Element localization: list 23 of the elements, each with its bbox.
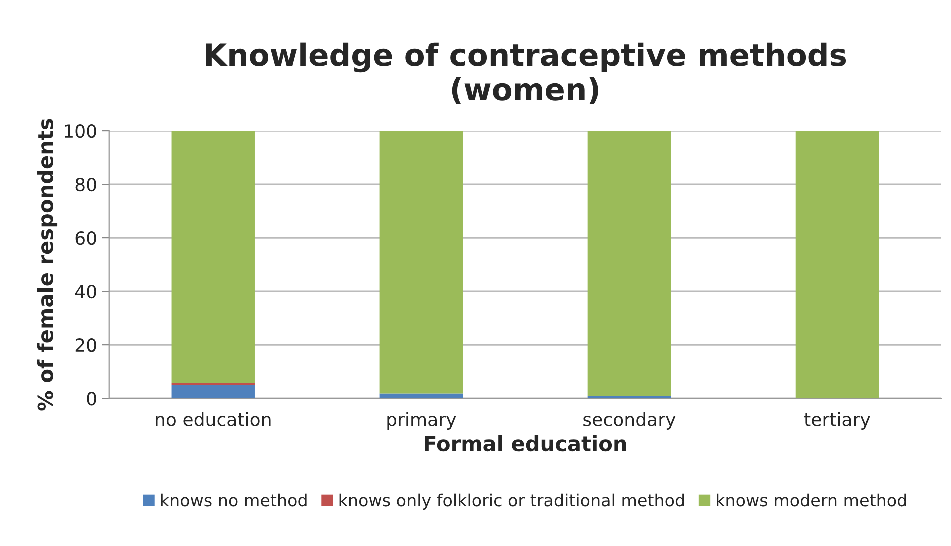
y-axis-title: % of female respondents (37, 119, 58, 411)
bar (172, 385, 255, 399)
y-tick-label: 0 (87, 392, 96, 406)
x-tick-label: secondary (584, 412, 676, 430)
bar (588, 131, 672, 396)
bar (380, 131, 464, 394)
bar (588, 396, 672, 399)
bar (172, 131, 255, 384)
x-tick-label: tertiary (804, 412, 870, 430)
legend-label: knows no method (161, 494, 307, 507)
legend-label: knows only folkloric or traditional method (340, 494, 684, 510)
chart-title: Knowledge of contraceptive methods (women) (206, 42, 846, 105)
legend-label: knows modern method (717, 494, 906, 507)
bar (796, 131, 880, 399)
x-axis-title: Formal education (425, 436, 626, 452)
x-tick-label: primary (388, 412, 456, 430)
y-tick-label: 80 (76, 178, 96, 192)
y-tick-label: 40 (75, 285, 96, 299)
y-tick-label: 20 (76, 338, 96, 352)
x-tick-label: no education (156, 412, 271, 426)
y-tick-label: 60 (76, 232, 96, 246)
y-tick-label: 100 (65, 124, 96, 138)
bar (380, 394, 464, 399)
